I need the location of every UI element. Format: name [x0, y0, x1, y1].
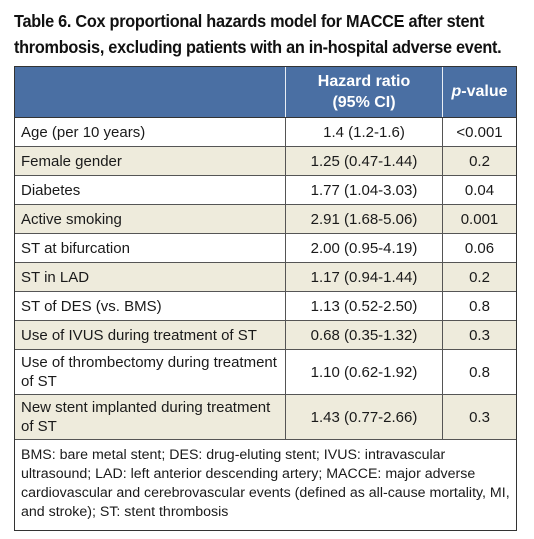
- row-label: Use of thrombectomy during treatment of …: [15, 350, 286, 394]
- header-variable: [15, 67, 286, 117]
- table-row: Diabetes 1.77 (1.04-3.03) 0.04: [15, 176, 516, 205]
- row-hazard-ratio: 1.10 (0.62-1.92): [286, 350, 443, 394]
- row-p-value: 0.3: [469, 408, 490, 426]
- row-hazard-ratio: 0.68 (0.35-1.32): [286, 321, 443, 349]
- header-p-rest: -value: [461, 83, 508, 100]
- row-label: Use of IVUS during treatment of ST: [15, 321, 286, 349]
- row-hazard-ratio: 2.00 (0.95-4.19): [286, 234, 443, 262]
- table-title: Table 6. Cox proportional hazards model …: [14, 8, 502, 60]
- row-p-value: 0.8: [469, 297, 490, 315]
- row-label: New stent implanted during treatment of …: [15, 395, 286, 439]
- header-hazard-ratio-line-2: (95% CI): [332, 94, 396, 111]
- row-hazard-ratio: 1.43 (0.77-2.66): [286, 395, 443, 439]
- row-label: Active smoking: [15, 205, 286, 233]
- table-row: Female gender 1.25 (0.47-1.44) 0.2: [15, 147, 516, 176]
- row-p-value: 0.06: [464, 239, 495, 257]
- row-p-value: 0.04: [464, 181, 495, 199]
- row-p-value: 0.001: [460, 210, 499, 228]
- row-p-value: 0.8: [469, 363, 490, 381]
- header-hazard-ratio: Hazard ratio (95% CI): [286, 67, 443, 117]
- table-title-line-2: thrombosis, excluding patients with an i…: [14, 37, 502, 57]
- row-hazard-ratio: 2.91 (1.68-5.06): [286, 205, 443, 233]
- header-hazard-ratio-line-1: Hazard ratio: [317, 73, 411, 90]
- row-hazard-ratio: 1.17 (0.94-1.44): [286, 263, 443, 291]
- table-row: ST in LAD 1.17 (0.94-1.44) 0.2: [15, 263, 516, 292]
- row-label: Female gender: [15, 147, 286, 175]
- row-label: ST at bifurcation: [15, 234, 286, 262]
- row-label: Age (per 10 years): [15, 118, 286, 146]
- row-label: Diabetes: [15, 176, 286, 204]
- table-row: ST at bifurcation 2.00 (0.95-4.19) 0.06: [15, 234, 516, 263]
- table-row: Use of thrombectomy during treatment of …: [15, 350, 516, 395]
- row-label: ST of DES (vs. BMS): [15, 292, 286, 320]
- row-p-value: 0.2: [469, 268, 490, 286]
- table-title-line-1: Table 6. Cox proportional hazards model …: [14, 11, 485, 31]
- header-p-value: p -value: [443, 67, 516, 117]
- hazards-table: Hazard ratio (95% CI) p -value Age (per 1…: [14, 66, 517, 531]
- header-p-italic: p: [451, 83, 462, 100]
- row-label: ST in LAD: [15, 263, 286, 291]
- table-row: Age (per 10 years) 1.4 (1.2-1.6) <0.001: [15, 118, 516, 147]
- table-row: ST of DES (vs. BMS) 1.13 (0.52-2.50) 0.8: [15, 292, 516, 321]
- table-row: New stent implanted during treatment of …: [15, 395, 516, 440]
- row-p-value: <0.001: [456, 123, 503, 141]
- table-header-row: Hazard ratio (95% CI) p -value: [15, 67, 516, 118]
- table-row: Active smoking 2.91 (1.68-5.06) 0.001: [15, 205, 516, 234]
- table-footnote: BMS: bare metal stent; DES: drug-eluting…: [21, 447, 510, 520]
- row-hazard-ratio: 1.13 (0.52-2.50): [286, 292, 443, 320]
- row-hazard-ratio: 1.4 (1.2-1.6): [286, 118, 443, 146]
- row-p-value: 0.2: [469, 152, 490, 170]
- row-p-value: 0.3: [469, 326, 490, 344]
- row-hazard-ratio: 1.25 (0.47-1.44): [286, 147, 443, 175]
- table-row: Use of IVUS during treatment of ST 0.68 …: [15, 321, 516, 350]
- row-hazard-ratio: 1.77 (1.04-3.03): [286, 176, 443, 204]
